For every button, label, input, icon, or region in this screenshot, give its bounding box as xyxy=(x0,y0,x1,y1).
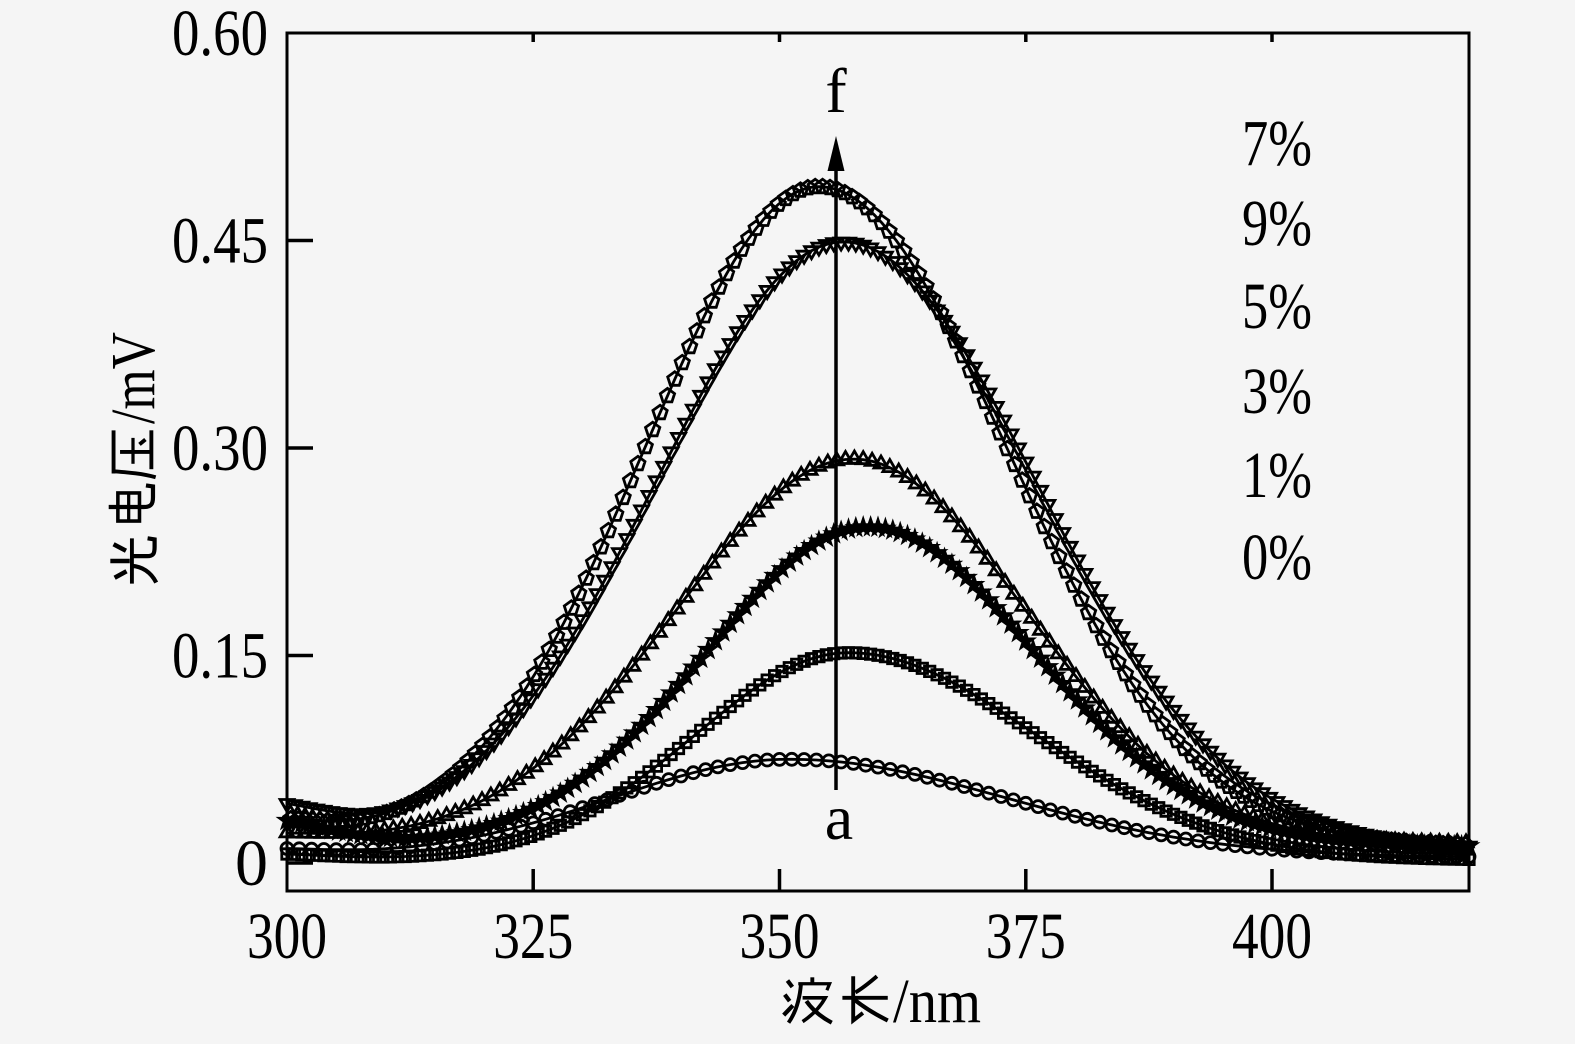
svg-text:9%: 9% xyxy=(1242,187,1312,260)
svg-text:0.60: 0.60 xyxy=(172,0,268,70)
svg-text:400: 400 xyxy=(1232,900,1312,973)
svg-text:1%: 1% xyxy=(1242,439,1312,512)
svg-text:375: 375 xyxy=(986,900,1066,973)
svg-text:7%: 7% xyxy=(1242,107,1312,180)
svg-text:/nm: /nm xyxy=(893,968,981,1036)
svg-text:0.30: 0.30 xyxy=(172,412,268,485)
svg-text:300: 300 xyxy=(247,900,327,973)
svg-text:325: 325 xyxy=(493,900,573,973)
svg-text:0.15: 0.15 xyxy=(172,620,268,693)
svg-text:350: 350 xyxy=(740,900,820,973)
svg-text:0.45: 0.45 xyxy=(172,205,268,278)
svg-text:3%: 3% xyxy=(1242,355,1312,428)
svg-text:0%: 0% xyxy=(1242,521,1312,594)
svg-text:0: 0 xyxy=(235,827,268,900)
svg-text:5%: 5% xyxy=(1242,270,1312,343)
svg-text:f: f xyxy=(825,55,847,126)
svg-text:/mV: /mV xyxy=(100,332,168,424)
svg-text:a: a xyxy=(825,782,853,853)
